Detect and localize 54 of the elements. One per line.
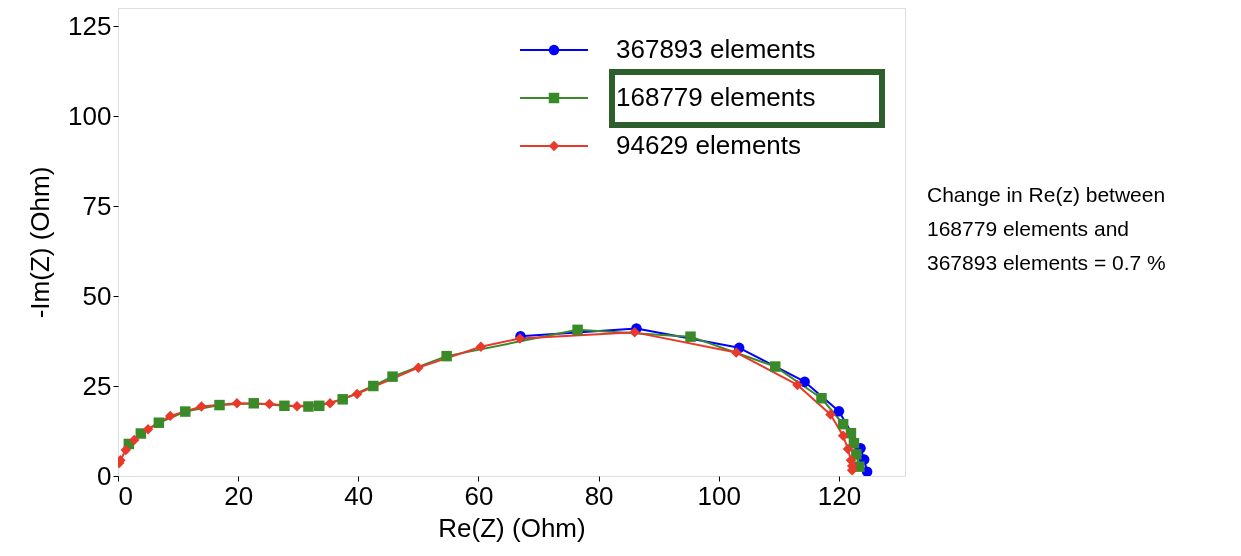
point [629, 327, 640, 338]
point [351, 388, 363, 400]
point [799, 376, 810, 387]
point [264, 398, 275, 410]
point [572, 324, 583, 336]
point [196, 401, 207, 412]
point [337, 394, 348, 405]
point [368, 380, 379, 392]
point [248, 398, 260, 409]
point [291, 400, 303, 412]
point [165, 410, 176, 422]
legend-label: 367893 elements [616, 34, 816, 64]
point [303, 401, 314, 412]
point [730, 347, 742, 358]
point [314, 400, 325, 412]
point [214, 399, 225, 411]
point [180, 406, 191, 417]
x-tick-label: 0 [118, 480, 133, 511]
point [837, 430, 849, 441]
point [231, 398, 243, 409]
y-tick-label: 75 [82, 190, 112, 221]
y-tick-label: 125 [68, 10, 112, 41]
point [475, 341, 487, 352]
legend-label: 168779 elements [616, 82, 816, 112]
point [816, 393, 827, 404]
x-tick-label: 120 [817, 480, 862, 511]
legend-label: 94629 elements [616, 130, 802, 160]
y-tick-label: 50 [82, 280, 112, 311]
x-tick-label: 60 [464, 480, 494, 511]
y-tick-label: 25 [82, 370, 112, 401]
x-tick-label: 80 [584, 480, 614, 511]
point [324, 398, 336, 409]
point [413, 362, 424, 373]
point [792, 379, 803, 391]
x-tick-label: 40 [344, 480, 374, 511]
x-tick-label: 100 [697, 480, 741, 511]
point [128, 434, 140, 446]
point [769, 361, 781, 372]
point [279, 400, 290, 412]
point [833, 405, 845, 417]
text: Change in Re(z) between 168779 elements and 367893 elements = 0.7 % [927, 183, 1166, 274]
point [685, 331, 696, 342]
point [825, 409, 836, 420]
y-tick-label: 0 [97, 460, 112, 491]
point [387, 371, 398, 382]
y-axis-title: -Im(Z) (Ohm) [25, 166, 56, 319]
y-tick-label: 100 [68, 100, 112, 131]
point [842, 443, 854, 455]
point [153, 417, 165, 428]
x-axis-title: Re(Z) (Ohm) [438, 512, 586, 543]
point [441, 350, 452, 362]
point [142, 423, 154, 435]
x-tick-label: 20 [224, 480, 254, 511]
point [120, 444, 132, 456]
